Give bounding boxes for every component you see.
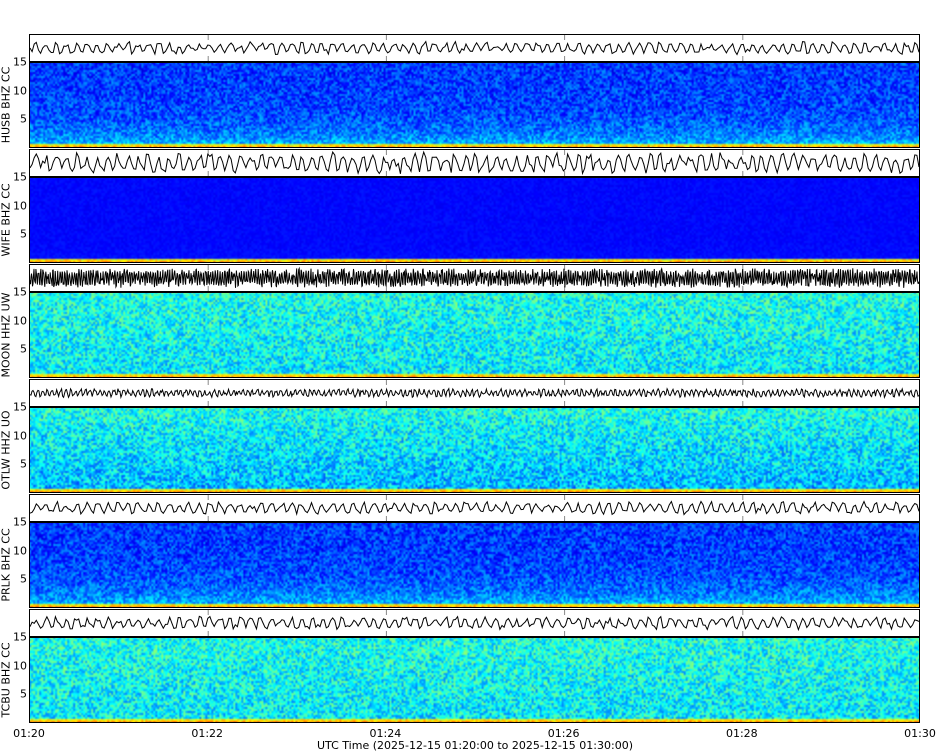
waveform-trace <box>29 149 920 177</box>
station-label: TCBU BHZ CC <box>0 637 16 723</box>
x-tick-label: 01:24 <box>369 727 402 740</box>
waveform-trace <box>29 34 920 62</box>
station-label-text: MOON HHZ UW <box>0 292 13 378</box>
station-label: MOON HHZ UW <box>0 292 16 378</box>
y-tick-label: 5 <box>20 227 27 241</box>
x-tick-label: 01:30 <box>904 727 936 740</box>
waveform-trace <box>29 264 920 292</box>
x-axis-label: UTC Time (2025-12-15 01:20:00 to 2025-12… <box>317 739 633 752</box>
station-label-text: HUSB BHZ CC <box>0 66 13 144</box>
y-tick-label: 5 <box>20 687 27 701</box>
x-tick-label: 01:26 <box>547 727 580 740</box>
spectrogram <box>29 177 920 263</box>
spectrogram <box>29 62 920 148</box>
station-label-text: WIFE BHZ CC <box>0 183 13 257</box>
x-tick-label: 01:20 <box>13 727 45 740</box>
spectrogram <box>29 637 920 723</box>
waveform-trace <box>29 609 920 637</box>
y-tick-label: 15 <box>13 630 27 644</box>
station-label-text: TCBU BHZ CC <box>0 642 13 718</box>
station-label: PRLK BHZ CC <box>0 522 16 608</box>
x-tick-label: 01:22 <box>191 727 224 740</box>
y-tick-label: 5 <box>20 457 27 471</box>
y-tick-label: 10 <box>13 429 27 443</box>
waveform-line <box>29 615 920 632</box>
y-tick-label: 10 <box>13 199 27 213</box>
waveform-trace <box>29 494 920 522</box>
spectrogram-frame <box>29 292 920 378</box>
spectrogram-frame <box>29 637 920 723</box>
waveform-line <box>29 500 920 516</box>
y-tick-label: 15 <box>13 55 27 69</box>
station-label-text: OTLW HHZ UO <box>0 410 13 490</box>
waveform-line <box>29 387 920 400</box>
station-label-text: PRLK BHZ CC <box>0 528 13 602</box>
y-tick-label: 5 <box>20 112 27 126</box>
waveform-line <box>29 40 920 56</box>
spectrogram <box>29 407 920 493</box>
y-tick-label: 10 <box>13 544 27 558</box>
spectrogram-frame <box>29 522 920 608</box>
spectrogram-frame <box>29 407 920 493</box>
y-tick-label: 10 <box>13 659 27 673</box>
spectrogram <box>29 292 920 378</box>
waveform-line <box>29 266 920 289</box>
spectrogram <box>29 522 920 608</box>
y-tick-label: 5 <box>20 342 27 356</box>
waveform-line <box>29 150 920 176</box>
y-tick-label: 10 <box>13 84 27 98</box>
y-tick-label: 15 <box>13 285 27 299</box>
y-tick-label: 15 <box>13 170 27 184</box>
station-label: OTLW HHZ UO <box>0 407 16 493</box>
station-label: HUSB BHZ CC <box>0 62 16 148</box>
waveform-trace <box>29 379 920 407</box>
station-label: WIFE BHZ CC <box>0 177 16 263</box>
y-tick-label: 15 <box>13 400 27 414</box>
spectrogram-frame <box>29 62 920 148</box>
y-tick-label: 10 <box>13 314 27 328</box>
x-tick-label: 01:28 <box>725 727 758 740</box>
y-tick-label: 15 <box>13 515 27 529</box>
spectrogram-frame <box>29 177 920 263</box>
y-tick-label: 5 <box>20 572 27 586</box>
